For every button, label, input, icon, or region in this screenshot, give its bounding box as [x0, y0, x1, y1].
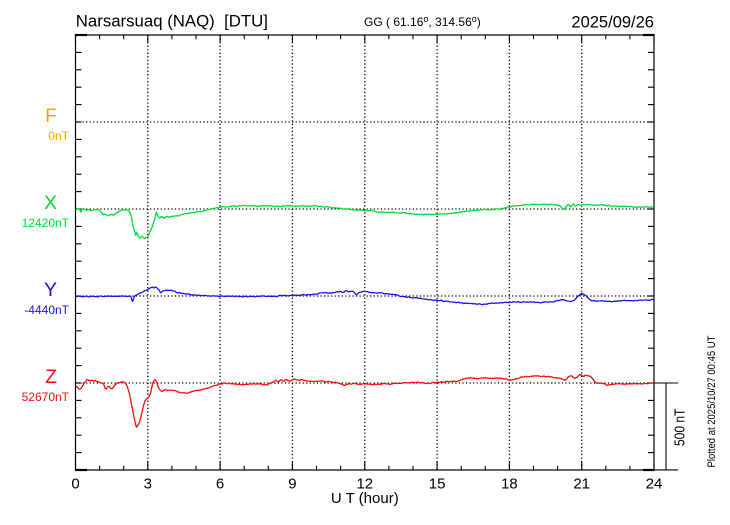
svg-text:15: 15 — [429, 475, 446, 492]
svg-text:24: 24 — [646, 475, 663, 492]
svg-text:Plotted at 2025/10/27 00:45 UT: Plotted at 2025/10/27 00:45 UT — [707, 336, 719, 468]
svg-text:12420nT: 12420nT — [22, 216, 70, 230]
svg-text:F: F — [45, 105, 57, 127]
svg-text:12: 12 — [356, 475, 373, 492]
svg-text:9: 9 — [288, 475, 296, 492]
svg-text:3: 3 — [144, 475, 152, 492]
svg-text:2025/09/26: 2025/09/26 — [571, 14, 654, 32]
svg-text:18: 18 — [501, 475, 518, 492]
svg-text:U T (hour): U T (hour) — [331, 490, 399, 507]
svg-text:0: 0 — [71, 475, 79, 492]
svg-text:500 nT: 500 nT — [671, 408, 688, 446]
svg-text:X: X — [44, 192, 57, 214]
svg-text:Z: Z — [45, 366, 57, 388]
svg-text:6: 6 — [216, 475, 224, 492]
svg-text:GG ( 61.16o, 314.56o): GG ( 61.16o, 314.56o) — [364, 14, 481, 29]
svg-text:21: 21 — [573, 475, 590, 492]
svg-text:Y: Y — [44, 279, 57, 301]
svg-text:52670nT: 52670nT — [22, 390, 70, 404]
svg-text:0nT: 0nT — [48, 129, 69, 143]
svg-text:Narsarsuaq (NAQ) [DTU]: Narsarsuaq (NAQ) [DTU] — [76, 11, 268, 30]
svg-text:-4440nT: -4440nT — [24, 303, 69, 317]
